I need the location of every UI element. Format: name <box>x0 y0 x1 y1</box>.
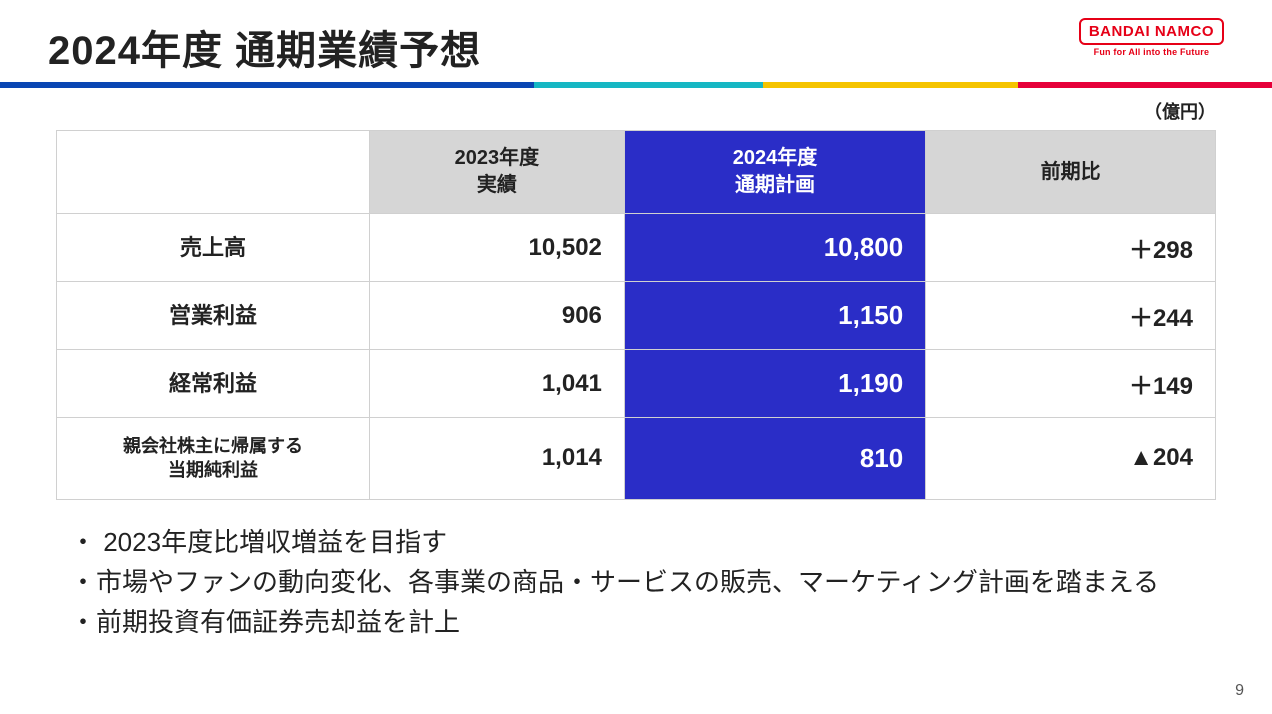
cell-diff: ＋298 <box>926 214 1216 282</box>
color-bar-segment <box>763 82 1017 88</box>
cell-plan: 1,190 <box>624 350 925 418</box>
cell-fy2023: 10,502 <box>369 214 624 282</box>
cell-diff: ＋244 <box>926 282 1216 350</box>
table-row: 経常利益1,0411,190＋149 <box>57 350 1216 418</box>
cell-plan: 810 <box>624 418 925 500</box>
notes-list: ・ 2023年度比増収増益を目指す・市場やファンの動向変化、各事業の商品・サービ… <box>0 500 1272 643</box>
row-label: 売上高 <box>57 214 370 282</box>
cell-plan: 1,150 <box>624 282 925 350</box>
cell-fy2023: 1,014 <box>369 418 624 500</box>
cell-diff: ＋149 <box>926 350 1216 418</box>
color-bar-segment <box>0 82 534 88</box>
cell-plan: 10,800 <box>624 214 925 282</box>
page-title: 2024年度 通期業績予想 <box>48 18 481 76</box>
table-row: 親会社株主に帰属する当期純利益1,014810▲204 <box>57 418 1216 500</box>
table-row: 営業利益9061,150＋244 <box>57 282 1216 350</box>
note-line: ・前期投資有価証券売却益を計上 <box>70 602 1216 642</box>
cell-fy2023: 1,041 <box>369 350 624 418</box>
note-line: ・ 2023年度比増収増益を目指す <box>70 522 1216 562</box>
forecast-table-wrap: 2023年度実績2024年度通期計画前期比売上高10,50210,800＋298… <box>0 124 1272 500</box>
color-bar-segment <box>1018 82 1272 88</box>
color-bar-segment <box>534 82 763 88</box>
row-label: 経常利益 <box>57 350 370 418</box>
slide: 2024年度 通期業績予想 BANDAI NAMCO Fun for All i… <box>0 0 1272 714</box>
page-number: 9 <box>1235 682 1244 700</box>
brand-logo: BANDAI NAMCO Fun for All into the Future <box>1079 18 1224 57</box>
logo-tagline: Fun for All into the Future <box>1079 47 1224 57</box>
table-header: 前期比 <box>926 131 1216 214</box>
row-label: 営業利益 <box>57 282 370 350</box>
table-header <box>57 131 370 214</box>
unit-label: （億円） <box>0 88 1272 124</box>
cell-diff: ▲204 <box>926 418 1216 500</box>
logo-text: BANDAI NAMCO <box>1089 23 1214 40</box>
forecast-table: 2023年度実績2024年度通期計画前期比売上高10,50210,800＋298… <box>56 130 1216 500</box>
table-header: 2024年度通期計画 <box>624 131 925 214</box>
logo-frame: BANDAI NAMCO <box>1079 18 1224 45</box>
row-label: 親会社株主に帰属する当期純利益 <box>57 418 370 500</box>
note-line: ・市場やファンの動向変化、各事業の商品・サービスの販売、マーケティング計画を踏ま… <box>70 562 1216 602</box>
table-row: 売上高10,50210,800＋298 <box>57 214 1216 282</box>
cell-fy2023: 906 <box>369 282 624 350</box>
table-header: 2023年度実績 <box>369 131 624 214</box>
title-row: 2024年度 通期業績予想 BANDAI NAMCO Fun for All i… <box>0 0 1272 76</box>
accent-color-bar <box>0 82 1272 88</box>
